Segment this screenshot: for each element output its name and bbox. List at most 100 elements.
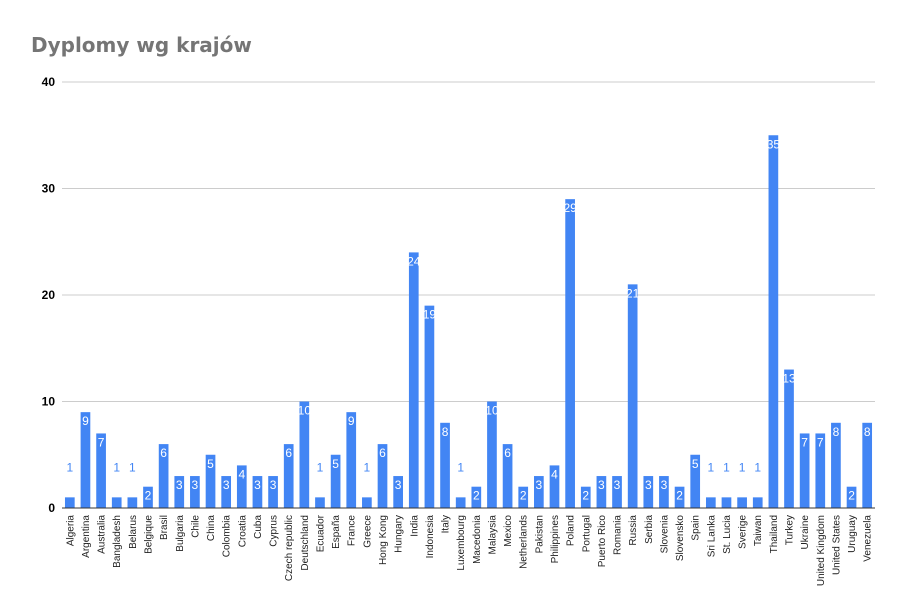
- x-tick-label: Turkey: [785, 515, 796, 545]
- data-label: 21: [626, 286, 640, 300]
- bar: [174, 476, 185, 508]
- data-label: 1: [113, 460, 120, 474]
- x-tick-label: Malaysia: [487, 515, 498, 555]
- data-label: 2: [520, 489, 527, 503]
- data-label: 10: [298, 404, 312, 418]
- data-label: 10: [485, 404, 499, 418]
- data-label: 6: [285, 446, 292, 460]
- x-tick-label: Netherlands: [519, 515, 530, 569]
- bar: [580, 486, 591, 508]
- x-tick-label: Greece: [362, 515, 373, 548]
- data-label: 5: [332, 457, 339, 471]
- bar: [737, 497, 747, 508]
- data-label: 2: [676, 489, 683, 503]
- x-tick-label: Hungary: [394, 515, 405, 553]
- data-label: 8: [442, 425, 449, 439]
- x-tick-label: Serbia: [644, 515, 655, 544]
- x-axis-ticks: Algeria Argentina Australia Bangladesh Belar…: [65, 514, 873, 586]
- x-tick-label: Luxembourg: [456, 515, 467, 571]
- x-tick-label: Chile: [190, 515, 201, 538]
- data-label: 8: [833, 425, 840, 439]
- x-tick-label: Indonesia: [425, 515, 436, 559]
- data-label: 24: [407, 254, 421, 268]
- data-label: 3: [176, 478, 183, 492]
- x-tick-label: Cuba: [253, 515, 264, 539]
- x-tick-label: Australia: [97, 515, 108, 554]
- x-tick-label: Taiwan: [753, 515, 764, 546]
- x-tick-label: St. Lucia: [722, 515, 733, 554]
- bar: [643, 476, 654, 508]
- x-tick-label: Sri Lanka: [706, 515, 717, 558]
- x-tick-label: Argentina: [81, 515, 92, 558]
- bar: [252, 476, 263, 508]
- data-label: 1: [754, 460, 761, 474]
- x-tick-label: Romania: [613, 515, 624, 555]
- bar: [236, 465, 247, 508]
- x-tick-label: Croatia: [237, 515, 248, 548]
- bar: [408, 252, 419, 508]
- bar: [268, 476, 278, 508]
- bar: [471, 486, 482, 508]
- bar: [784, 369, 794, 508]
- data-label: 6: [379, 446, 386, 460]
- data-label: 3: [614, 478, 621, 492]
- data-label: 2: [145, 489, 152, 503]
- data-label: 8: [864, 425, 871, 439]
- bar: [158, 444, 169, 508]
- data-label: 6: [504, 446, 511, 460]
- bar: [315, 497, 325, 508]
- bar: [330, 454, 341, 508]
- bar: [815, 433, 826, 508]
- x-tick-label: Hong Kong: [378, 515, 389, 565]
- data-label: 1: [739, 460, 746, 474]
- x-tick-label: Russia: [628, 515, 639, 546]
- data-label: 35: [767, 137, 781, 151]
- bar: [612, 476, 622, 508]
- data-label: 3: [645, 478, 652, 492]
- bar: [518, 486, 529, 508]
- data-label: 3: [395, 478, 402, 492]
- bar: [455, 497, 466, 508]
- data-label: 1: [457, 460, 464, 474]
- x-tick-label: Bangladesh: [112, 515, 123, 568]
- bar: [705, 497, 716, 508]
- x-tick-label: Bulgaria: [175, 515, 186, 552]
- x-tick-label: France: [347, 515, 358, 547]
- data-label: 2: [582, 489, 589, 503]
- y-tick-label: 30: [42, 182, 56, 196]
- x-tick-label: United States: [831, 515, 842, 575]
- data-label: 3: [192, 478, 199, 492]
- bar: [721, 497, 732, 508]
- x-tick-label: Algeria: [65, 515, 76, 547]
- x-tick-label: Cyprus: [269, 515, 280, 547]
- bar: [502, 444, 513, 508]
- gridlines: [62, 81, 875, 402]
- bar: [346, 412, 357, 508]
- bar: [221, 476, 232, 508]
- x-tick-label: United Kingdom: [816, 515, 827, 586]
- bar: [768, 135, 779, 508]
- data-label: 1: [364, 460, 371, 474]
- x-tick-label: Thailand: [769, 515, 780, 553]
- data-label: 3: [270, 478, 277, 492]
- bar: [80, 412, 91, 508]
- data-label: 19: [423, 308, 437, 322]
- bar: [205, 454, 216, 508]
- x-tick-label: Portugal: [581, 515, 592, 552]
- bar: [549, 465, 560, 508]
- data-label: 1: [129, 460, 136, 474]
- x-tick-label: Ukraine: [800, 515, 811, 550]
- data-label: 3: [598, 478, 605, 492]
- x-tick-label: Belarus: [128, 515, 139, 549]
- x-tick-label: Uruguay: [847, 515, 858, 553]
- bar: [283, 444, 294, 508]
- data-label: 1: [723, 460, 730, 474]
- data-label: 6: [160, 446, 167, 460]
- data-label: 5: [692, 457, 699, 471]
- data-label: 13: [782, 372, 796, 386]
- x-tick-label: China: [206, 515, 217, 542]
- x-tick-label: Colombia: [222, 515, 233, 558]
- bar: [596, 476, 607, 508]
- data-label: 5: [207, 457, 214, 471]
